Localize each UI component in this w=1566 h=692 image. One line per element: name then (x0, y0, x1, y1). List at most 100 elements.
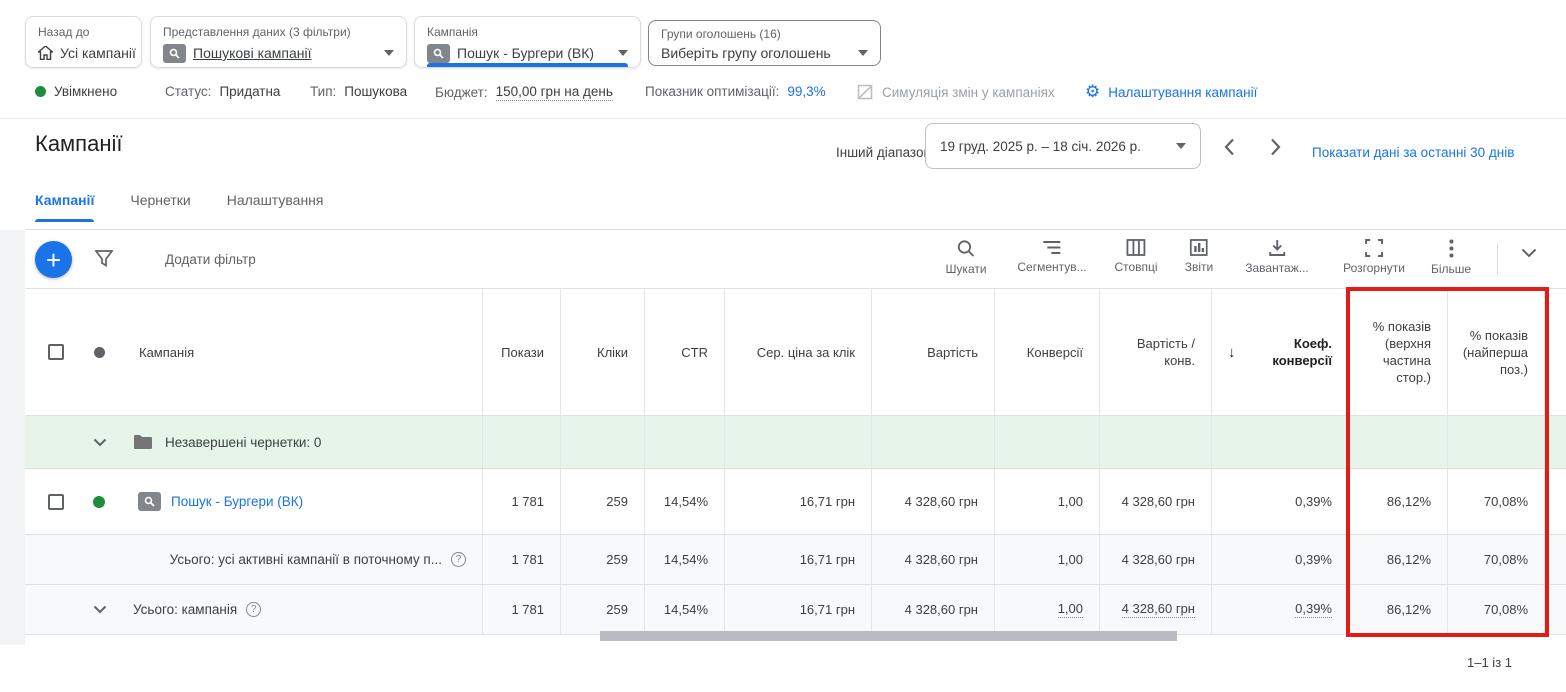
show-last-30-days-link[interactable]: Показати дані за останні 30 днів (1312, 145, 1515, 160)
header-ctr[interactable]: CTR (645, 289, 725, 415)
impr-abs-top-value: 70,08% (1448, 469, 1545, 534)
pagination-label: 1–1 із 1 (1467, 655, 1512, 670)
header-impr-top[interactable]: % показів (верхня частина стор.) (1349, 289, 1448, 415)
select-all-checkbox[interactable] (48, 344, 64, 360)
sort-descending-icon: ↓ (1228, 343, 1236, 361)
segment-action-label: Сегментув... (1017, 260, 1087, 274)
campaign-name-link[interactable]: Пошук - Бургери (ВК) (171, 494, 304, 509)
page-title: Кампанії (35, 131, 123, 156)
download-action[interactable]: Завантаж... (1245, 239, 1309, 275)
columns-action[interactable]: Стовпці (1114, 239, 1158, 274)
ctr-total: 14,54% (645, 535, 725, 584)
page-gutter (0, 230, 25, 645)
expand-action[interactable]: Розгорнути (1343, 239, 1405, 275)
ad-groups-selector[interactable]: Групи оголошень (16) Виберіть групу огол… (648, 20, 881, 66)
tab-settings[interactable]: Налаштування (226, 192, 324, 208)
optimization-value[interactable]: 99,3% (787, 84, 826, 99)
simulation-icon (857, 84, 874, 100)
header-impr-abs-top[interactable]: % показів (найперша поз.) (1448, 289, 1545, 415)
ctr-value: 14,54% (645, 469, 725, 534)
campaign-row: Пошук - Бургери (ВК) 1 781 259 14,54% 16… (25, 469, 1566, 535)
chevron-down-icon (858, 50, 868, 56)
avg-cpc-total: 16,71 грн (725, 585, 872, 634)
search-action[interactable]: Шукати (945, 239, 987, 276)
segment-action[interactable]: Сегментув... (1017, 239, 1087, 274)
back-label: Назад до (38, 25, 90, 39)
add-campaign-button[interactable]: + (35, 241, 72, 278)
data-view-selector[interactable]: Представлення даних (3 фільтри) Пошукові… (150, 16, 407, 68)
header-conversions[interactable]: Конверсії (995, 289, 1100, 415)
header-impressions[interactable]: Покази (483, 289, 561, 415)
header-conv-rate[interactable]: ↓ Коеф. конверсії (1212, 289, 1349, 415)
chevron-down-icon (618, 50, 628, 56)
reports-action[interactable]: Звіти (1184, 239, 1214, 274)
enabled-text: Увімкнено (54, 84, 118, 99)
header-campaign[interactable]: Кампанія (139, 344, 195, 360)
search-campaign-badge-icon (163, 43, 186, 63)
row-checkbox[interactable] (48, 493, 64, 510)
next-range-button[interactable] (1262, 134, 1288, 160)
reports-action-label: Звіти (1184, 260, 1214, 274)
ad-groups-label: Групи оголошень (16) (661, 27, 781, 41)
horizontal-scrollbar[interactable] (600, 631, 1177, 641)
download-action-label: Завантаж... (1245, 261, 1309, 275)
collapse-toolbar-chevron-icon[interactable] (1521, 248, 1537, 258)
header-cost[interactable]: Вартість (872, 289, 995, 415)
clicks-value: 259 (561, 469, 645, 534)
campaign-selector-label: Кампанія (427, 25, 478, 39)
budget-value[interactable]: 150,00 грн на день (495, 84, 613, 101)
clicks-total: 259 (561, 535, 645, 584)
help-icon[interactable]: ? (246, 602, 262, 617)
campaign-selector[interactable]: Кампанія Пошук - Бургери (ВК) (414, 16, 641, 68)
gear-icon: ⚙ (1085, 82, 1101, 101)
status-filter-dot-icon[interactable] (94, 346, 105, 358)
enabled-dot-icon[interactable] (93, 495, 105, 508)
chevron-down-icon (384, 50, 394, 56)
search-campaign-badge-icon (138, 492, 161, 511)
optimization-label: Показник оптимізації: (645, 84, 780, 99)
campaign-settings-label[interactable]: Налаштування кампанії (1108, 84, 1258, 100)
tab-drafts[interactable]: Чернетки (130, 192, 191, 208)
budget-item[interactable]: Бюджет: 150,00 грн на день (435, 84, 613, 101)
previous-range-button[interactable] (1216, 134, 1242, 160)
more-action[interactable]: Більше (1431, 239, 1471, 276)
chevron-down-icon[interactable] (93, 605, 107, 614)
tab-campaigns[interactable]: Кампанії (35, 192, 95, 222)
impr-top-value: 86,12% (1349, 469, 1448, 534)
cost-total: 4 328,60 грн (872, 535, 995, 584)
impr-top-total: 86,12% (1349, 585, 1448, 634)
search-action-label: Шукати (945, 262, 987, 276)
budget-label: Бюджет: (435, 85, 488, 100)
help-icon[interactable]: ? (451, 552, 466, 567)
chevron-down-icon[interactable] (93, 438, 107, 447)
header-cost-per-conv[interactable]: Вартість / конв. (1100, 289, 1212, 415)
avg-cpc-total: 16,71 грн (725, 535, 872, 584)
conversions-value: 1,00 (995, 469, 1100, 534)
back-to-all-campaigns-card[interactable]: Назад до Усі кампанії (25, 16, 142, 68)
expand-action-label: Розгорнути (1343, 261, 1405, 275)
date-range-picker[interactable]: 19 груд. 2025 р. – 18 січ. 2026 р. (925, 123, 1201, 169)
campaign-settings-item[interactable]: ⚙ Налаштування кампанії (1085, 82, 1258, 101)
optimization-score-item[interactable]: Показник оптимізації: 99,3% (645, 84, 826, 99)
impr-abs-top-total: 70,08% (1448, 585, 1545, 634)
header-avg-cpc[interactable]: Сер. ціна за клік (725, 289, 872, 415)
add-filter-button[interactable]: Додати фільтр (165, 252, 256, 267)
drafts-group-row[interactable]: Незавершені чернетки: 0 (25, 416, 1566, 469)
impressions-value: 1 781 (483, 469, 561, 534)
filter-icon[interactable] (95, 250, 113, 267)
section-tabs: Кампанії Чернетки Налаштування (35, 192, 323, 222)
other-range-label[interactable]: Інший діапазон (836, 145, 931, 160)
chevron-down-icon (1176, 143, 1186, 149)
back-value: Усі кампанії (60, 45, 136, 61)
cost-per-conv-total: 4 328,60 грн (1100, 535, 1212, 584)
more-action-label: Більше (1430, 262, 1472, 276)
expand-icon (1365, 239, 1383, 257)
table-header-row: Кампанія Покази Кліки CTR Сер. ціна за к… (25, 288, 1566, 416)
header-clicks[interactable]: Кліки (561, 289, 645, 415)
search-campaign-badge-icon (427, 43, 450, 63)
conversions-total: 1,00 (995, 585, 1100, 634)
more-dots-icon (1448, 239, 1453, 258)
campaigns-table-card: + Додати фільтр Шукати Сегментув... (25, 229, 1566, 635)
simulation-label: Симуляція змін у кампаніях (882, 84, 1055, 100)
enabled-dot-icon (35, 86, 46, 97)
